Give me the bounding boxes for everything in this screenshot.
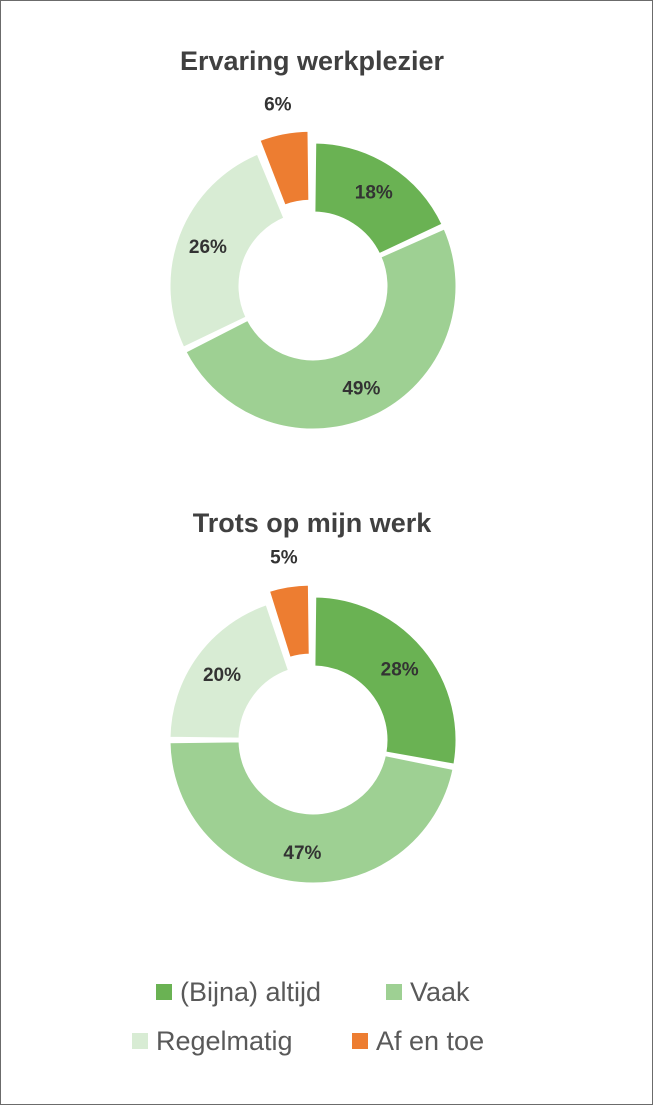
data-label-altijd: 18% — [355, 182, 393, 203]
legend-swatch — [386, 984, 402, 1000]
legend-label: Af en toe — [376, 1026, 484, 1056]
legend-label: (Bijna) altijd — [180, 977, 321, 1007]
chart-trots-op-mijn-werk: Trots op mijn werk 28% 47% 20% 5% — [167, 508, 459, 886]
legend-swatch — [132, 1033, 148, 1049]
legend-label: Vaak — [410, 977, 470, 1007]
legend-swatch — [352, 1033, 368, 1049]
doughnut-slice-vaak — [182, 225, 459, 432]
data-label-regelmatig: 20% — [203, 665, 241, 686]
data-labels: 28% 47% 20% 5% — [203, 547, 419, 864]
legend-swatch — [156, 984, 172, 1000]
data-label-vaak: 49% — [342, 379, 380, 400]
legend-item-af-en-toe: Af en toe — [352, 1026, 484, 1056]
legend: (Bijna) altijd Vaak Regelmatig Af en toe — [132, 977, 484, 1056]
data-label-vaak: 47% — [283, 843, 321, 864]
chart-ervaring-werkplezier: Ervaring werkplezier 18% 49% 26% 6% — [167, 46, 459, 432]
doughnut-slices — [167, 582, 459, 886]
doughnut-slice-vaak — [167, 739, 456, 886]
legend-label: Regelmatig — [156, 1026, 293, 1056]
data-label-af-en-toe: 5% — [270, 547, 298, 568]
doughnut-slice-regelmatig — [167, 601, 292, 741]
legend-item-regelmatig: Regelmatig — [132, 1026, 293, 1056]
data-label-af-en-toe: 6% — [264, 94, 292, 115]
chart-title: Ervaring werkplezier — [180, 46, 445, 76]
doughnut-slice-altijd — [312, 594, 459, 767]
doughnut-slice-af-en-toe — [256, 128, 312, 209]
doughnut-slices — [167, 128, 459, 432]
doughnut-slice-altijd — [312, 140, 446, 257]
chart-title: Trots op mijn werk — [193, 508, 433, 538]
data-label-altijd: 28% — [381, 659, 419, 680]
legend-item-altijd: (Bijna) altijd — [156, 977, 321, 1007]
data-labels: 18% 49% 26% 6% — [189, 94, 393, 399]
doughnut-slice-regelmatig — [167, 151, 288, 351]
legend-item-vaak: Vaak — [386, 977, 470, 1007]
doughnut-slice-af-en-toe — [266, 582, 312, 661]
data-label-regelmatig: 26% — [189, 237, 227, 258]
